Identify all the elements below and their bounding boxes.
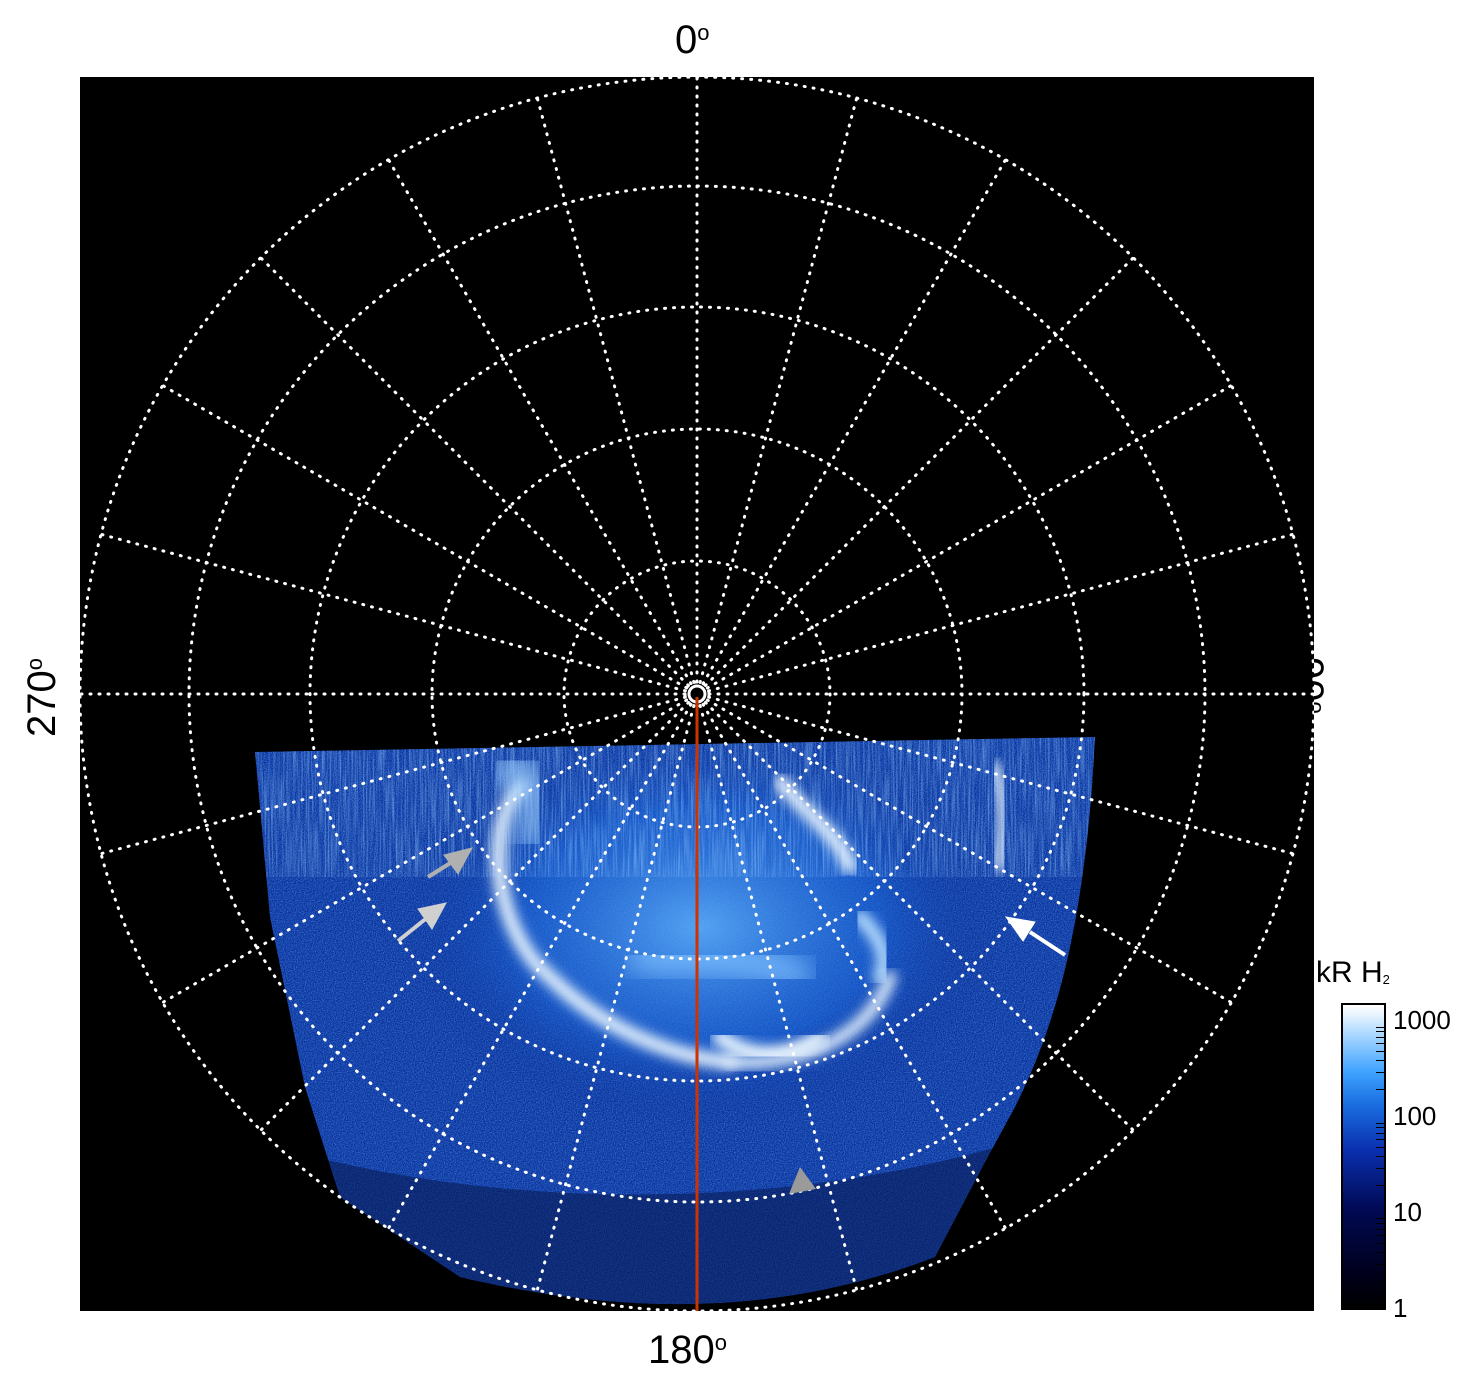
colorbar-minor-tick: [1376, 1147, 1385, 1148]
colorbar-minor-tick: [1376, 1281, 1385, 1283]
colorbar-minor-tick: [1376, 1168, 1385, 1170]
colorbar-minor-tick: [1376, 1252, 1385, 1254]
grid-meridian: [705, 698, 1233, 1004]
grid-meridian: [701, 702, 1007, 1230]
colorbar-minor-tick: [1376, 1223, 1385, 1225]
colorbar-title: kR H2: [1316, 956, 1390, 989]
grid-meridian: [703, 700, 1135, 1132]
grid-meridian: [535, 96, 696, 684]
grid-meridian: [99, 532, 687, 693]
white-arrow-right: [1004, 916, 1067, 957]
colorbar-minor-tick: [1376, 1089, 1385, 1091]
grid-meridian: [707, 532, 1295, 693]
colorbar-minor-tick: [1376, 1043, 1385, 1045]
colorbar-minor-tick: [1376, 1072, 1385, 1074]
colorbar-minor-tick: [1376, 1060, 1385, 1062]
colorbar-minor-tick: [1376, 1156, 1385, 1158]
grid-meridian: [701, 158, 1007, 686]
colorbar-minor-tick: [1376, 1185, 1385, 1187]
polar-projection-map: [78, 75, 1316, 1313]
longitude-label-0: 0o: [675, 18, 710, 62]
longitude-label-180: 180o: [648, 1328, 727, 1372]
colorbar-tick-label: 100: [1393, 1101, 1437, 1132]
colorbar-minor-tick: [1376, 1037, 1385, 1039]
colorbar-minor-tick: [1376, 1235, 1385, 1237]
grid-meridian: [99, 695, 687, 856]
grid-meridian: [535, 704, 696, 1292]
colorbar-minor-tick: [1376, 1026, 1385, 1028]
grid-meridian: [698, 704, 859, 1292]
grid-meridian: [259, 700, 691, 1132]
aurora-emission-region: [255, 737, 1095, 1305]
colorbar-minor-tick: [1376, 1132, 1385, 1134]
grey-arrow-lower: [396, 902, 447, 943]
colorbar-minor-tick: [1376, 1139, 1385, 1141]
polar-map-svg: [78, 75, 1316, 1313]
grid-meridian: [705, 384, 1233, 690]
colorbar-minor-tick: [1376, 1122, 1385, 1124]
longitude-label-270: 270o: [20, 658, 64, 737]
colorbar-tick-label: 1: [1393, 1293, 1408, 1323]
grey-arrow-upper: [426, 847, 473, 879]
aurora-bright-ovals: [489, 757, 1009, 1069]
grid-meridian: [161, 384, 689, 690]
grid-meridian: [259, 256, 691, 688]
colorbar-minor-tick: [1376, 1051, 1385, 1053]
colorbar-tick-label: 10: [1393, 1197, 1422, 1228]
grey-arrowhead-bottom: [789, 1167, 816, 1194]
grid-meridian: [707, 695, 1295, 856]
colorbar-minor-tick: [1376, 1218, 1385, 1220]
colorbar-minor-tick: [1376, 1264, 1385, 1266]
grid-meridian: [387, 158, 693, 686]
grid-meridian: [703, 256, 1135, 688]
grid-meridian: [698, 96, 859, 684]
colorbar-minor-tick: [1376, 1242, 1385, 1244]
grid-meridian: [387, 702, 693, 1230]
colorbar-tick-label: 1000: [1393, 1005, 1451, 1036]
grid-meridian: [161, 698, 689, 1004]
colorbar-minor-tick: [1376, 1127, 1385, 1129]
colorbar-minor-tick: [1376, 1228, 1385, 1230]
colorbar-minor-tick: [1376, 1031, 1385, 1033]
annotation-arrows: [396, 847, 1067, 1194]
